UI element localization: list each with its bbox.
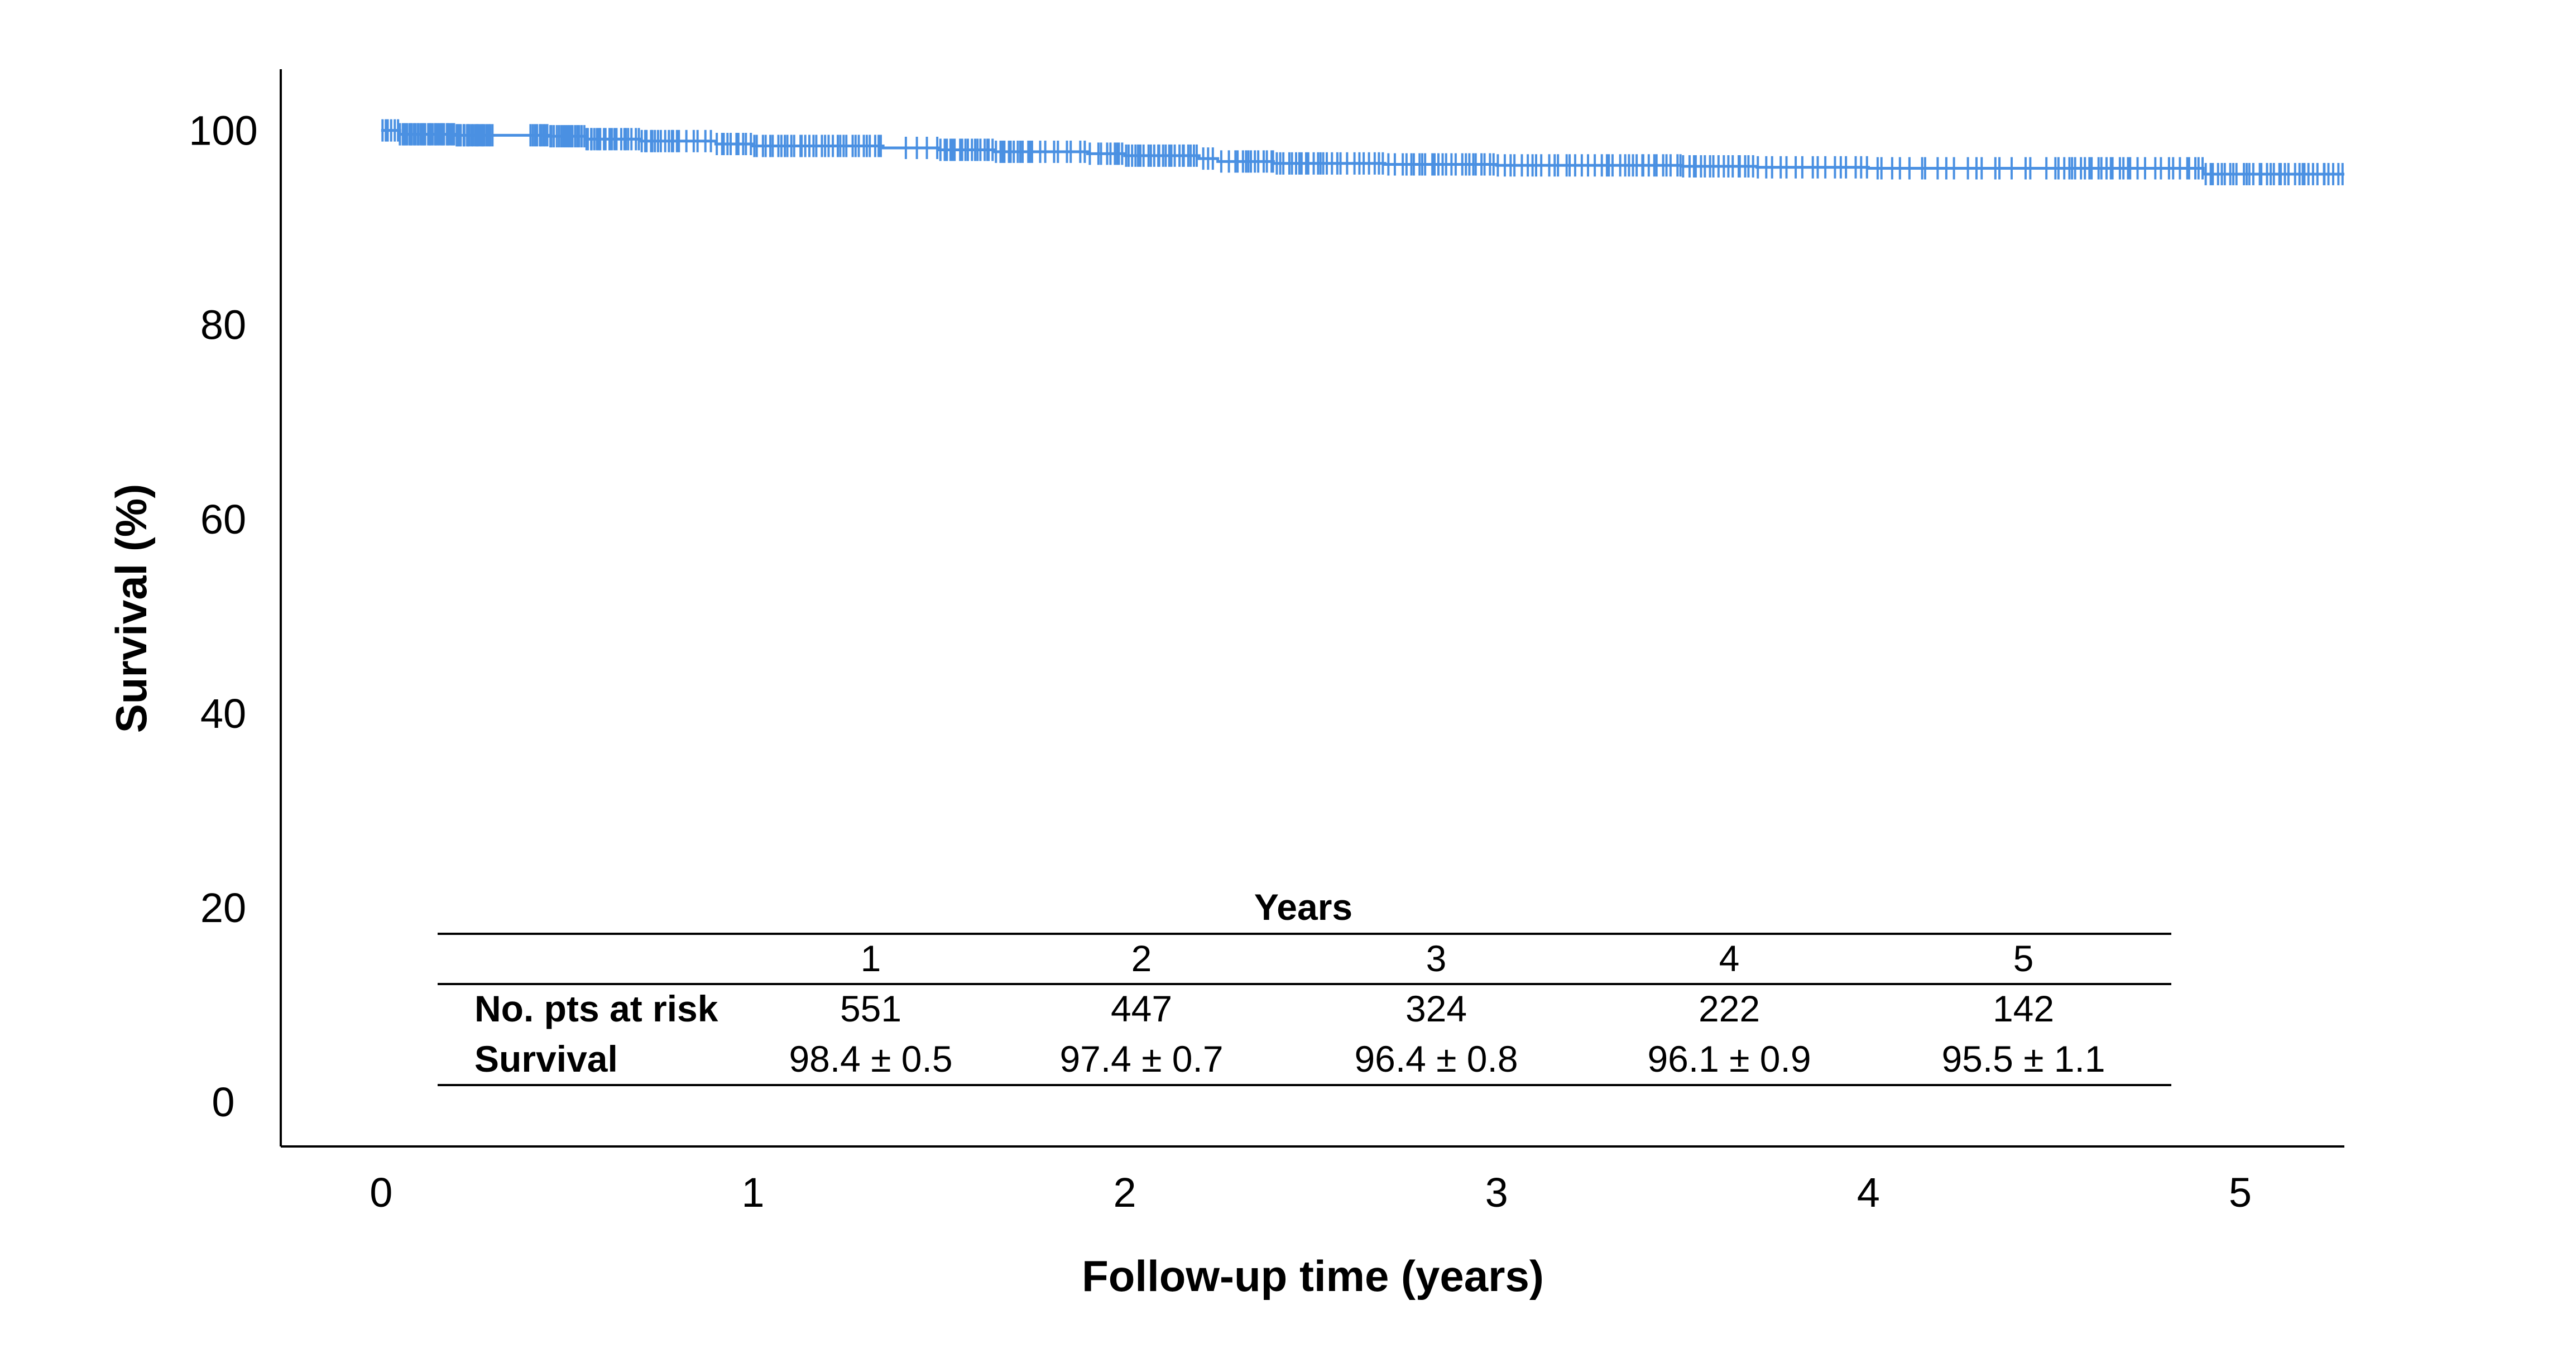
risk-table-cell: 447 <box>1111 988 1172 1029</box>
y-tick-label: 40 <box>200 690 246 737</box>
y-tick-label: 0 <box>212 1079 234 1125</box>
risk-table-cell: 96.4 ± 0.8 <box>1354 1038 1518 1079</box>
y-tick-label: 20 <box>200 885 246 931</box>
risk-table-cell: 222 <box>1699 988 1760 1029</box>
risk-table-cell: 142 <box>1993 988 2054 1029</box>
risk-table-row-label: No. pts at risk <box>474 988 718 1029</box>
risk-table-column-label: 4 <box>1719 938 1740 979</box>
risk-table-columns: 1 2 3 4 5 <box>861 938 2034 979</box>
y-tick-label: 80 <box>200 302 246 348</box>
x-tick-label: 5 <box>2229 1169 2252 1216</box>
risk-table-cell: 324 <box>1405 988 1467 1029</box>
risk-table-column-label: 5 <box>2013 938 2034 979</box>
risk-table-column-label: 2 <box>1131 938 1152 979</box>
risk-table-row-label: Survival <box>474 1038 618 1079</box>
x-tick-label: 3 <box>1485 1169 1508 1216</box>
risk-table-header: Years <box>1254 886 1352 928</box>
x-tick-label: 2 <box>1114 1169 1136 1216</box>
risk-table-cell: 551 <box>840 988 901 1029</box>
x-tick-label: 0 <box>370 1169 392 1216</box>
censor-marks <box>381 119 2344 185</box>
x-tick-labels: 0 1 2 3 4 5 <box>370 1169 2252 1216</box>
risk-table-cell: 96.1 ± 0.9 <box>1647 1038 1811 1079</box>
y-tick-label: 100 <box>189 108 257 154</box>
x-tick-label: 4 <box>1857 1169 1880 1216</box>
risk-table-column-label: 3 <box>1426 938 1447 979</box>
risk-table: Years 1 2 3 4 5 No. pts at risk 551 447 324 222 1… <box>438 886 2171 1086</box>
x-axis-title: Follow-up time (years) <box>1082 1251 1544 1301</box>
risk-table-cell: 95.5 ± 1.1 <box>1941 1038 2105 1079</box>
risk-table-rows: No. pts at risk 551 447 324 222 142 Survival 98… <box>474 988 2105 1079</box>
risk-table-column-label: 1 <box>861 938 881 979</box>
y-axis-title: Survival (%) <box>107 484 156 733</box>
risk-table-cell: 97.4 ± 0.7 <box>1059 1038 1223 1079</box>
y-tick-labels: 0 20 40 60 80 100 <box>189 108 257 1125</box>
risk-table-cell: 98.4 ± 0.5 <box>789 1038 952 1079</box>
x-tick-label: 1 <box>741 1169 764 1216</box>
y-tick-label: 60 <box>200 496 246 543</box>
